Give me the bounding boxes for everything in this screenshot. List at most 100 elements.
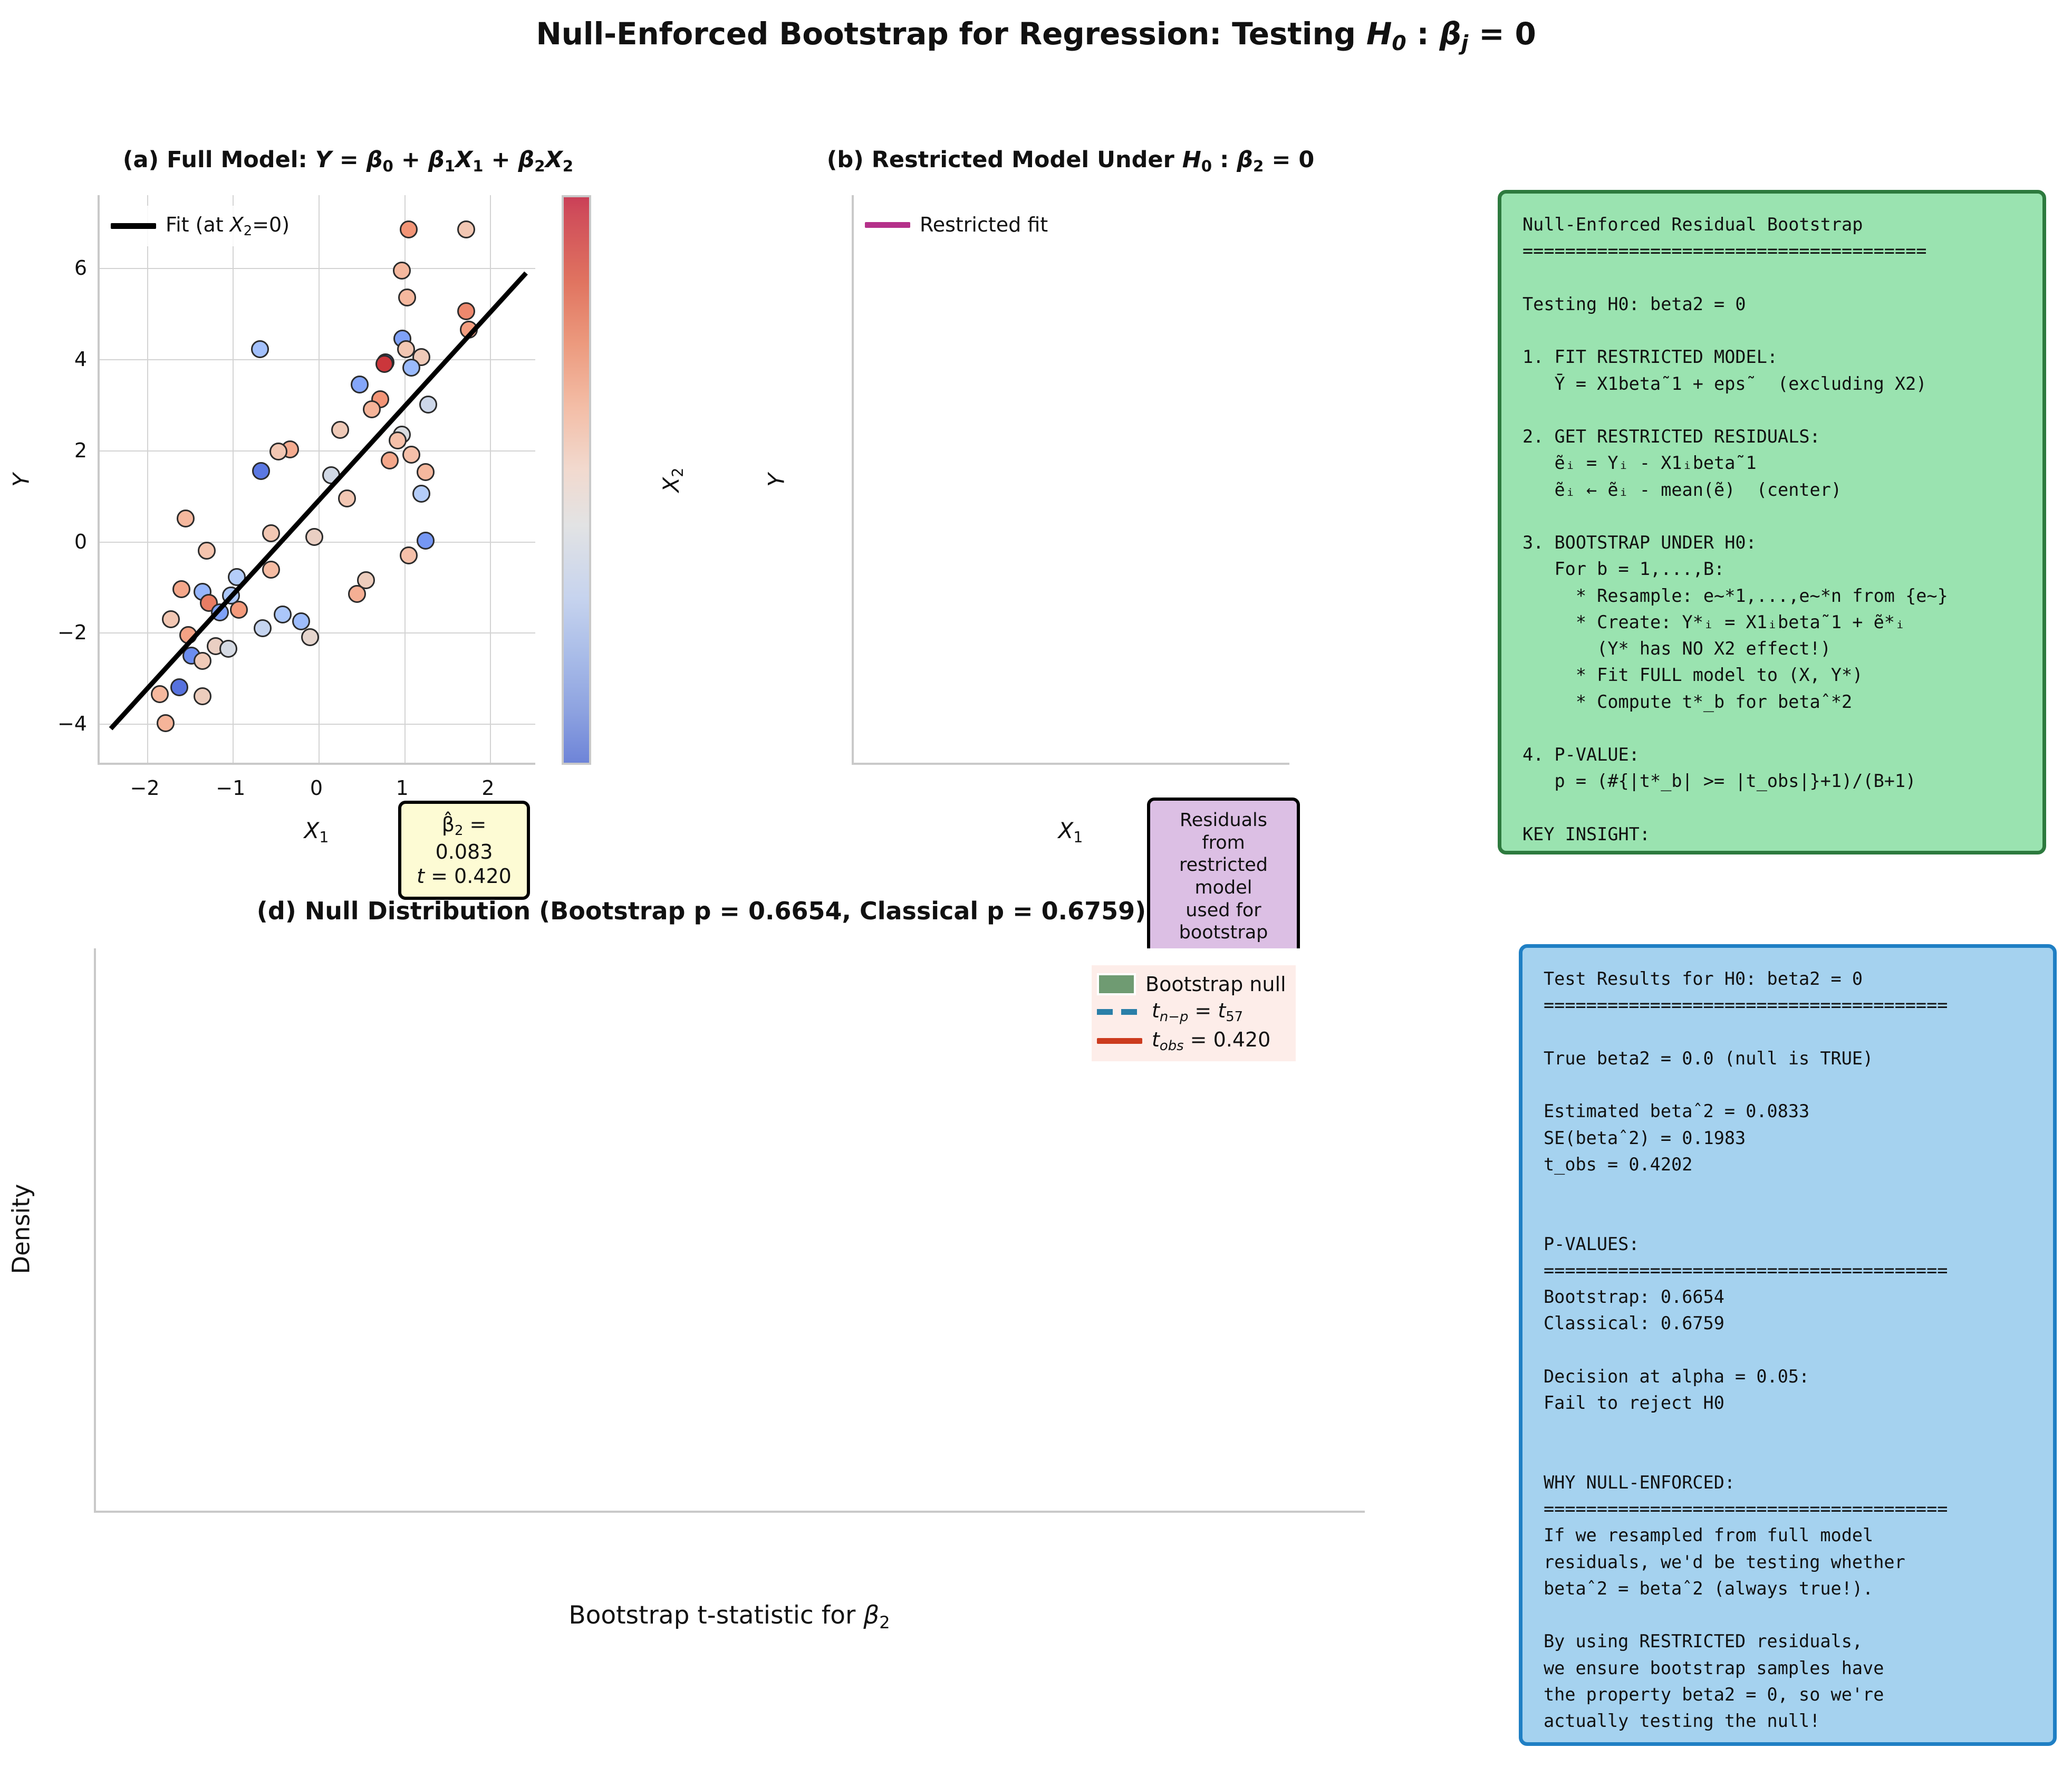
scatter-point — [176, 510, 195, 528]
t-distribution-swatch — [1097, 1009, 1142, 1015]
scatter-point — [398, 289, 416, 307]
scatter-point — [262, 524, 281, 543]
scatter-point — [362, 400, 381, 419]
scatter-point — [194, 687, 212, 706]
scatter-point — [273, 605, 292, 623]
scatter-point — [254, 619, 272, 637]
gridline-horizontal — [100, 268, 535, 270]
y-tick-label: −2 — [57, 621, 87, 645]
scatter-point — [381, 451, 399, 469]
scatter-point — [457, 220, 475, 238]
panel-d-ylabel: Density — [7, 1184, 35, 1274]
scatter-point — [399, 546, 418, 564]
annotation-beta2: β̂2 = 0.083 — [435, 813, 493, 863]
scatter-point — [397, 340, 415, 359]
scatter-point — [301, 628, 319, 647]
scatter-point — [375, 354, 394, 373]
scatter-point — [348, 585, 367, 603]
panel-b-title: (b) Restricted Model Under H0 : β2 = 0 — [826, 147, 1315, 176]
t-obs-value: 0.420 — [1213, 1028, 1271, 1052]
legend-item-restricted-fit: Restricted fit — [865, 213, 1048, 236]
fit-line-swatch — [111, 223, 156, 229]
scatter-point — [252, 462, 270, 480]
scatter-point — [229, 601, 248, 619]
y-tick-label: 2 — [74, 438, 87, 462]
scatter-point — [198, 541, 216, 560]
x-tick-label: 0 — [310, 776, 323, 800]
scatter-point — [199, 594, 218, 612]
legend-item-fit: Fit (at X2=0) — [111, 213, 290, 239]
legend-label-bootstrap-null: Bootstrap null — [1145, 973, 1286, 996]
scatter-point — [172, 580, 190, 599]
scatter-point — [338, 489, 356, 507]
x-tick-label: −2 — [130, 776, 160, 800]
x-tick-label: 1 — [396, 776, 409, 800]
scatter-point — [162, 610, 180, 628]
y-tick-label: −4 — [57, 712, 87, 736]
x-tick-label: −1 — [216, 776, 246, 800]
annotation-t: t = 0.420 — [417, 865, 512, 888]
gridline-vertical — [233, 195, 234, 763]
panel-a-annotation: β̂2 = 0.083 t = 0.420 — [398, 801, 530, 900]
scatter-point — [251, 340, 269, 359]
scatter-point — [150, 685, 169, 704]
scatter-point — [417, 531, 435, 550]
scatter-point — [412, 484, 431, 503]
y-tick-label: 6 — [74, 256, 87, 280]
panel-b-restricted-model: (b) Restricted Model Under H0 : β2 = 0 X… — [754, 132, 1387, 956]
legend-item-bootstrap-null: Bootstrap null — [1097, 973, 1286, 996]
scatter-point — [305, 528, 323, 546]
panel-b-ylabel: Y — [763, 473, 789, 487]
legend-label-t-dist: tn−p = t57 — [1152, 999, 1244, 1025]
panel-a-ylabel: Y — [8, 473, 34, 487]
scatter-point — [194, 582, 212, 601]
panel-b-legend: Restricted fit — [860, 206, 1058, 244]
panel-b-annotation: Residuals from restricted model used for… — [1147, 798, 1300, 956]
legend-label-t-obs: tobs = 0.420 — [1152, 1028, 1271, 1054]
scatter-point — [194, 652, 212, 670]
gridline-vertical — [490, 195, 492, 763]
gridline-vertical — [404, 195, 406, 763]
annotation-line-2: restricted model — [1179, 854, 1268, 899]
scatter-point — [269, 442, 287, 460]
y-tick-label: 4 — [74, 348, 87, 371]
restricted-fit-swatch — [865, 222, 910, 228]
legend-label-restricted-fit: Restricted fit — [920, 213, 1048, 236]
scatter-point — [170, 678, 189, 697]
scatter-point — [417, 463, 435, 482]
figure-title: Null-Enforced Bootstrap for Regression: … — [536, 16, 1536, 56]
panel-a-full-model: (a) Full Model: Y = β0 + β1X1 + β2X2 X1 … — [0, 132, 696, 900]
gridline-horizontal — [100, 724, 535, 725]
y-tick-label: 0 — [74, 530, 87, 553]
panel-d-null-distribution: (d) Null Distribution (Bootstrap p = 0.6… — [0, 886, 1434, 1741]
scatter-point — [331, 420, 349, 439]
panel-a-xlabel: X1 — [304, 818, 329, 846]
algorithm-textbox: Null-Enforced Residual Bootstrap =======… — [1498, 190, 2046, 854]
scatter-point — [157, 714, 175, 732]
panel-a-title: (a) Full Model: Y = β0 + β1X1 + β2X2 — [122, 147, 574, 176]
colorbar-x2 — [562, 195, 591, 765]
scatter-point — [399, 220, 418, 238]
gridline-vertical — [319, 195, 320, 763]
scatter-point — [351, 375, 369, 393]
scatter-point — [457, 302, 475, 321]
legend-item-t-dist: tn−p = t57 — [1097, 999, 1286, 1025]
x-tick-label: 2 — [481, 776, 495, 800]
annotation-line-3: used for bootstrap — [1179, 899, 1268, 944]
scatter-point — [402, 446, 420, 464]
panel-a-axes — [98, 195, 535, 765]
scatter-point — [402, 358, 420, 377]
legend-label-fit: Fit (at X2=0) — [166, 213, 290, 239]
gridline-vertical — [147, 195, 148, 763]
panel-a-legend: Fit (at X2=0) — [105, 206, 300, 247]
gridline-horizontal — [100, 450, 535, 452]
bootstrap-null-swatch — [1097, 973, 1136, 995]
scatter-point — [219, 639, 238, 658]
results-textbox: Test Results for H0: beta2 = 0 =========… — [1519, 944, 2057, 1746]
panel-d-legend: Bootstrap null tn−p = t57 tobs = 0.420 — [1092, 965, 1296, 1062]
panel-b-axes — [852, 195, 1289, 765]
scatter-point — [262, 561, 281, 579]
scatter-point — [292, 612, 311, 630]
figure-title-text: Null-Enforced Bootstrap for Regression: … — [536, 16, 1366, 52]
t-obs-swatch — [1097, 1038, 1142, 1044]
